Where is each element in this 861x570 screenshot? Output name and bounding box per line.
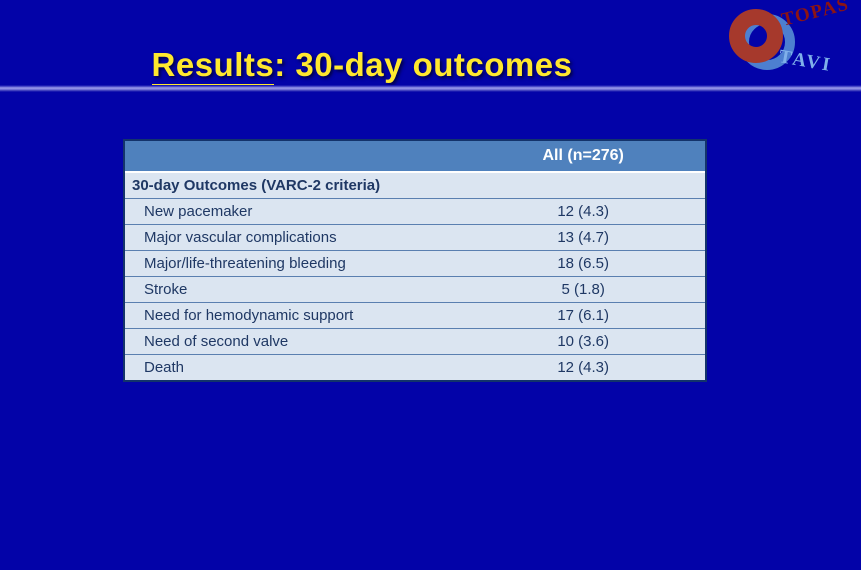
header-divider-line [0, 85, 861, 92]
row-value: 10 (3.6) [557, 333, 610, 350]
outcomes-table: All (n=276) 30-day Outcomes (VARC-2 crit… [123, 139, 707, 382]
table-row: Major/life-threatening bleeding 18 (6.5) [125, 250, 705, 276]
header-all-n-cell: All (n=276) [542, 147, 624, 164]
table-header-row: All (n=276) [125, 141, 705, 173]
row-value: 17 (6.1) [557, 307, 610, 324]
row-value: 13 (4.7) [557, 229, 610, 246]
topas-tavi-logo: TOPAS TAVI [720, 0, 861, 90]
table-body: New pacemaker 12 (4.3) Major vascular co… [125, 198, 705, 380]
row-label: Major vascular complications [144, 229, 337, 246]
row-value: 5 (1.8) [561, 281, 605, 298]
logo-tavi-text: TAVI [777, 46, 834, 77]
row-label: Major/life-threatening bleeding [144, 255, 346, 272]
table-row: Need of second valve 10 (3.6) [125, 328, 705, 354]
table-row: Death 12 (4.3) [125, 354, 705, 380]
row-value: 12 (4.3) [557, 359, 610, 376]
logo-topas-text: TOPAS [779, 0, 852, 31]
row-label: Death [144, 359, 185, 376]
table-row: Need for hemodynamic support 17 (6.1) [125, 302, 705, 328]
title-rest-text: : 30-day outcomes [274, 46, 573, 84]
row-label: New pacemaker [144, 203, 253, 220]
row-label: Need of second valve [144, 333, 289, 350]
table-row: Stroke 5 (1.8) [125, 276, 705, 302]
table-row: New pacemaker 12 (4.3) [125, 198, 705, 224]
table-row: Major vascular complications 13 (4.7) [125, 224, 705, 250]
title-underlined-text: Results [151, 46, 275, 88]
row-label: Stroke [144, 281, 188, 298]
table-section-header-row: 30-day Outcomes (VARC-2 criteria) [125, 173, 705, 198]
logo-red-ring-icon [729, 9, 783, 63]
row-value: 12 (4.3) [557, 203, 610, 220]
row-label: Need for hemodynamic support [144, 307, 354, 324]
row-value: 18 (6.5) [557, 255, 610, 272]
slide-title: Results: 30-day outcomes [0, 46, 724, 88]
section-header-label: 30-day Outcomes (VARC-2 criteria) [132, 177, 381, 194]
